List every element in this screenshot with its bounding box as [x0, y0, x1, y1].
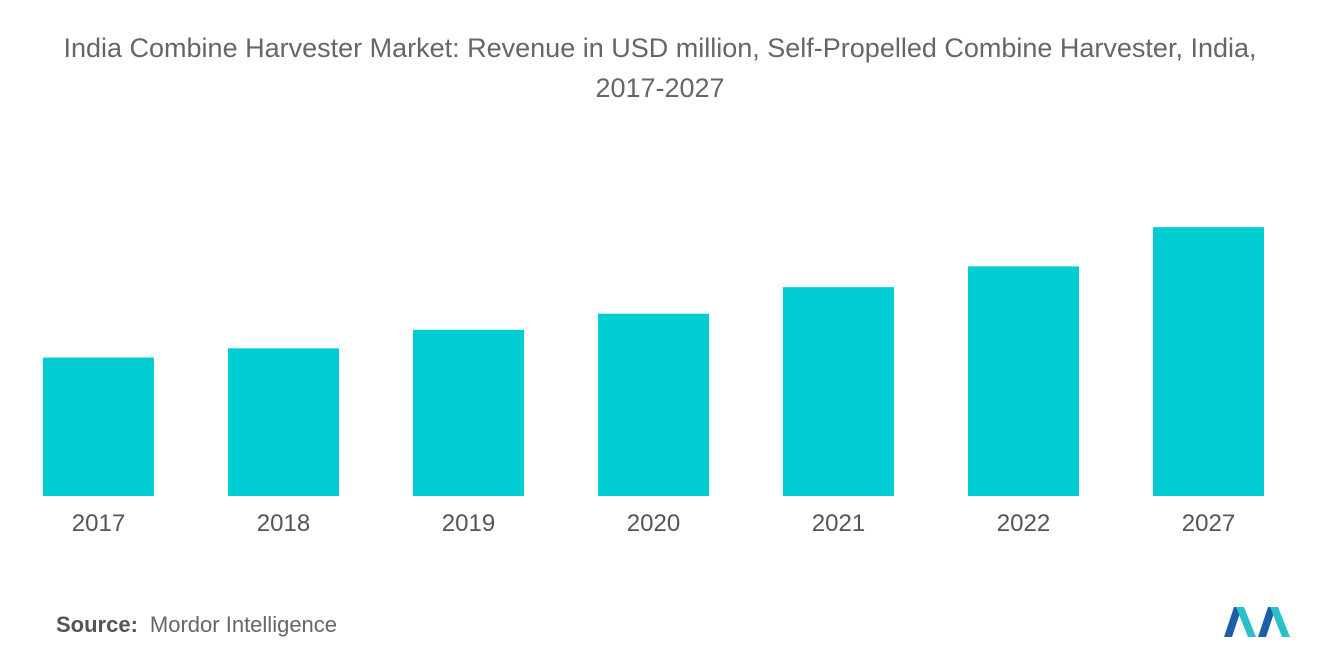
x-tick-label-2018: 2018 [257, 510, 310, 537]
x-tick-label-2022: 2022 [997, 510, 1050, 537]
chart-title: India Combine Harvester Market: Revenue … [63, 33, 1257, 103]
x-tick-label-2017: 2017 [72, 510, 125, 537]
x-tick-label-2021: 2021 [812, 510, 865, 537]
x-tick-label-2019: 2019 [442, 510, 495, 537]
mordor-intelligence-logo-icon [1224, 607, 1290, 637]
bar-chart: 2017 2018 2019 2020 2021 2022 2027 [43, 227, 1264, 537]
bar-2020 [598, 313, 709, 496]
x-tick-label-2020: 2020 [627, 510, 680, 537]
source-note: Source: Mordor Intelligence [56, 612, 337, 638]
bar-2018 [228, 348, 339, 496]
bar-2021 [783, 287, 894, 496]
bar-2027 [1153, 227, 1264, 496]
bar-2022 [968, 266, 1079, 496]
x-tick-label-2027: 2027 [1182, 510, 1235, 537]
source-text: Mordor Intelligence [149, 612, 338, 637]
bar-2017 [43, 357, 154, 496]
bar-2019 [413, 329, 524, 496]
source-label: Source: [56, 612, 138, 637]
